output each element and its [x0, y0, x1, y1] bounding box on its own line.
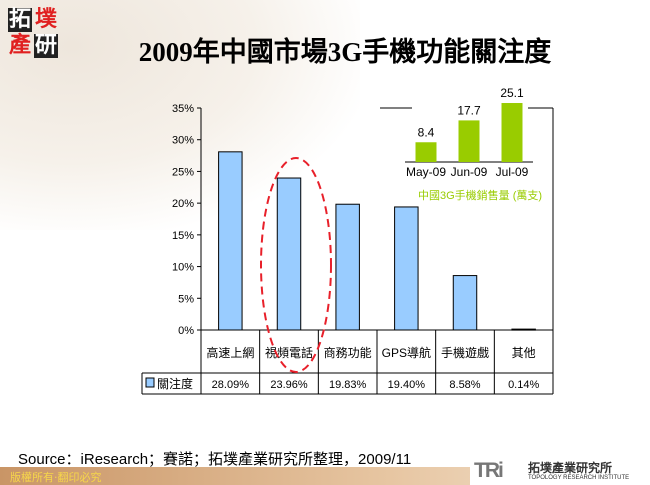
y-tick-label: 25%	[172, 166, 194, 178]
bar-手機遊戲	[452, 275, 478, 331]
data-label: 8.58%	[449, 379, 480, 391]
data-label: 28.09%	[212, 379, 250, 391]
data-label: 19.83%	[329, 379, 367, 391]
data-label: 23.96%	[270, 379, 308, 391]
logo-char: 拓	[8, 7, 32, 32]
inset-bar-Jun-09	[458, 120, 480, 162]
category-label: 高速上網	[206, 345, 254, 360]
inset-category-label: Jun-09	[451, 165, 488, 179]
inset-data-label: 8.4	[418, 125, 435, 139]
legend-swatch	[145, 377, 155, 388]
inset-category-label: Jul-09	[496, 165, 529, 179]
bar-視頻電話	[276, 177, 302, 331]
y-tick-label: 30%	[172, 135, 194, 147]
logo-char: 產	[8, 33, 31, 58]
y-tick-label: 10%	[172, 262, 194, 274]
logo-char: 墣	[34, 7, 57, 32]
inset-data-label: 17.7	[457, 103, 481, 117]
y-tick-label: 35%	[172, 103, 194, 115]
brand-name-cn: 拓墣產業研究所	[528, 461, 613, 475]
y-tick-label: 0%	[178, 325, 194, 337]
inset-category-label: May-09	[406, 165, 446, 179]
page-title: 2009年中國市場3G手機功能關注度	[138, 37, 552, 67]
y-tick-label: 20%	[172, 198, 194, 210]
bar-高速上網	[218, 151, 243, 331]
inset-bar-Jul-09	[501, 103, 523, 162]
bar-商務功能	[335, 203, 360, 331]
y-tick-label: 15%	[172, 230, 194, 242]
logo-char: 研	[34, 33, 58, 58]
source-note: Source：iResearch；賽諾；拓墣產業研究所整理，2009/11	[18, 451, 412, 468]
logo: 拓 墣 產 研	[8, 6, 60, 58]
category-label: 其他	[512, 346, 536, 360]
y-tick-label: 5%	[178, 293, 194, 305]
category-label: GPS導航	[382, 345, 431, 360]
bar-GPS導航	[394, 206, 419, 331]
copyright-text: 版權所有‧翻印必究	[10, 472, 102, 484]
category-label: 手機遊戲	[441, 345, 489, 360]
highlight-ellipse	[260, 157, 332, 373]
data-label: 19.40%	[388, 379, 426, 391]
category-label: 商務功能	[324, 345, 372, 360]
category-label: 視頻電話	[265, 345, 313, 360]
inset-title: 中國3G手機銷售量 (萬支)	[418, 188, 542, 202]
inset-bar-May-09	[415, 142, 437, 162]
brand-logo: TRi 拓墣產業研究所 TOPOLOGY RESEARCH INSTITUTE	[470, 457, 650, 485]
data-label: 0.14%	[508, 379, 539, 391]
brand-mark: TRi	[474, 459, 504, 482]
brand-name-en: TOPOLOGY RESEARCH INSTITUTE	[528, 475, 630, 481]
legend-label: 關注度	[157, 376, 193, 391]
inset-data-label: 25.1	[500, 86, 524, 100]
